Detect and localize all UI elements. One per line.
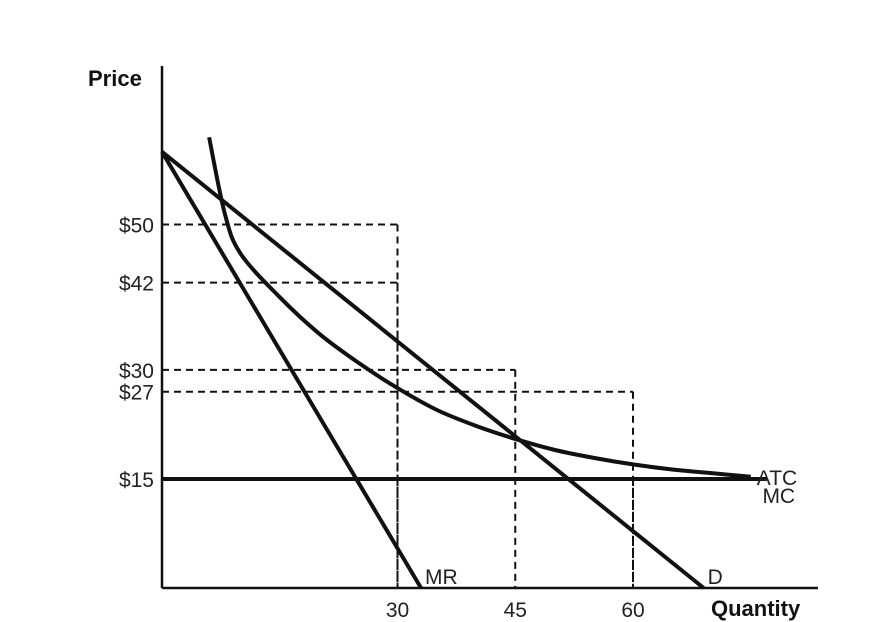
d-label: D: [708, 566, 723, 589]
y-tick-label-15: $15: [119, 469, 154, 492]
mr-label: MR: [425, 566, 458, 589]
y-tick-label-42: $42: [119, 273, 154, 296]
y-axis-title: Price: [88, 66, 142, 91]
x-tick-label-60: 60: [621, 599, 644, 622]
x-tick-label-30: 30: [386, 599, 409, 622]
atc-label: ATC: [757, 467, 797, 490]
curves: [160, 136, 767, 590]
x-tick-label-45: 45: [504, 599, 527, 622]
y-tick-label-50: $50: [119, 215, 154, 238]
atc-curve: [207, 136, 751, 479]
d-curve: [160, 150, 705, 590]
axes: [160, 66, 818, 590]
y-tick-label-30: $30: [119, 360, 154, 383]
y-tick-label-27: $27: [119, 382, 154, 405]
guide-lines: [162, 223, 634, 588]
mc-label: MC: [762, 485, 795, 508]
mr-curve: [160, 150, 423, 590]
x-axis-title: Quantity: [711, 596, 801, 621]
